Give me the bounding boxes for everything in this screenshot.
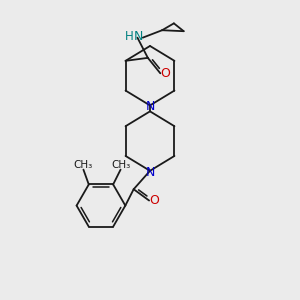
Text: N: N [134, 30, 144, 43]
Text: N: N [145, 166, 155, 179]
Text: H: H [125, 30, 134, 43]
Text: CH₃: CH₃ [73, 160, 92, 170]
Text: N: N [145, 100, 155, 113]
Text: CH₃: CH₃ [112, 160, 131, 170]
Text: O: O [149, 194, 159, 207]
Text: O: O [161, 67, 171, 80]
